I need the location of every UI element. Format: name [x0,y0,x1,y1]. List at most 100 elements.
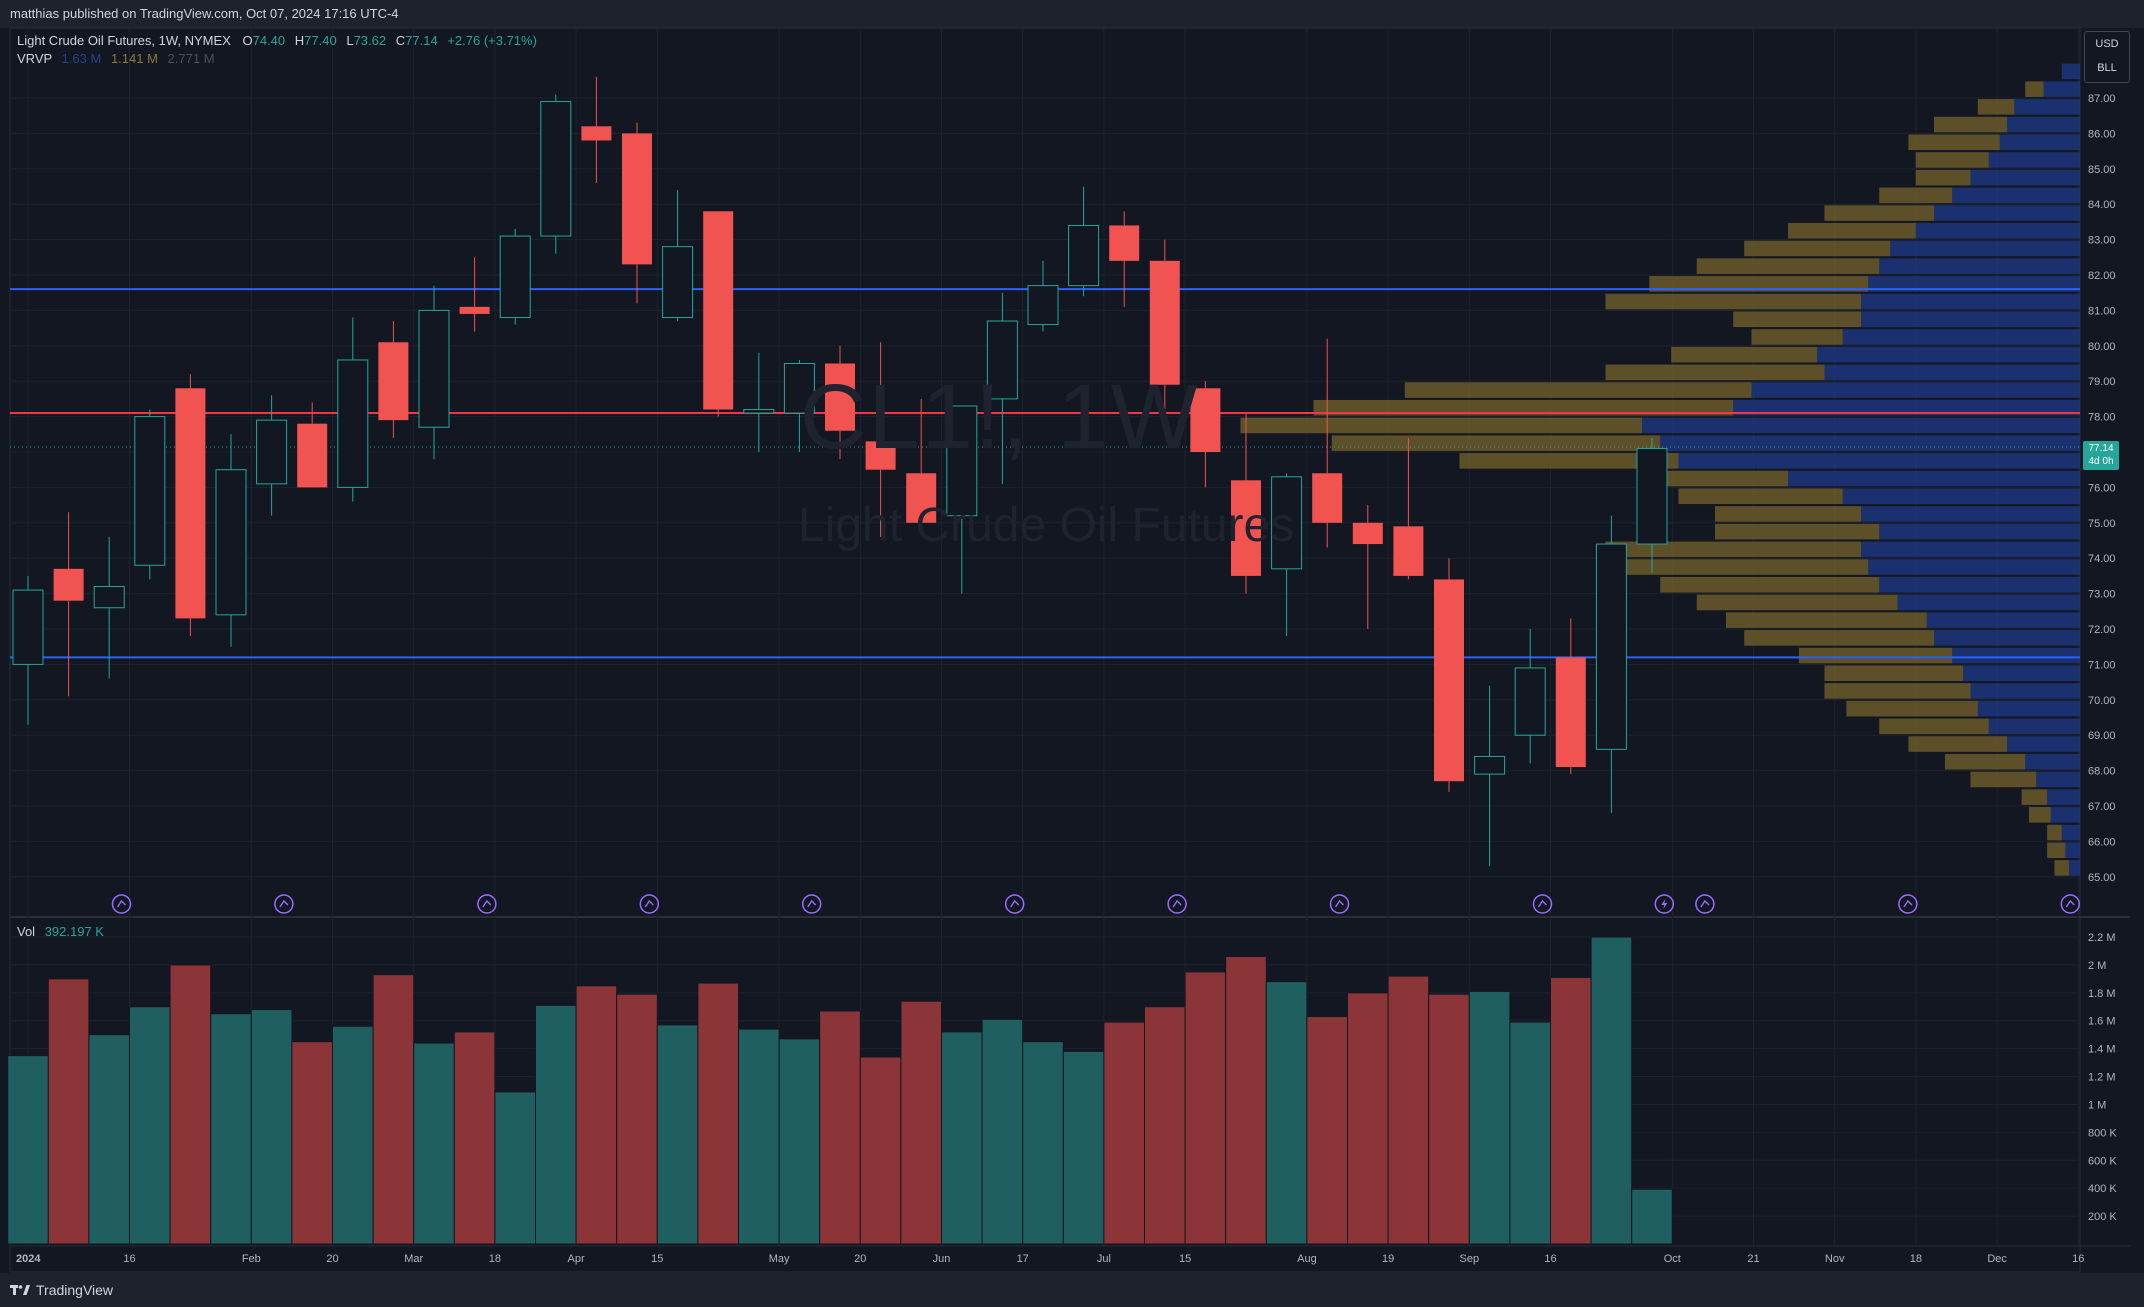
vrvp-legend[interactable]: VRVP 1.63 M 1.141 M 2.771 M [17,51,215,66]
volume-bar [169,964,212,1245]
candle-body-down [1352,522,1383,545]
time-tick-label: 2024 [16,1253,41,1265]
candle-body-down [703,211,734,410]
event-arrow [116,899,126,908]
candle [946,405,978,594]
vp-up-bar [1824,364,2080,381]
vp-down-bar [1751,329,1843,345]
event-arrow [1172,899,1182,908]
candle [825,345,855,460]
vp-down-bar [1649,276,1869,292]
candle-body-up [418,309,450,428]
volume-bar [1387,975,1430,1245]
candle-body-up [1595,543,1627,750]
symbol-legend[interactable]: Light Crude Oil Futures, 1W, NYMEX O74.4… [17,33,537,48]
high-label: H [294,33,305,48]
volume-bar [575,985,618,1245]
dividend-event-icon[interactable] [1004,894,1025,914]
close-label: C [395,33,406,48]
time-tick-label: 16 [123,1253,135,1265]
candle-body-up [337,359,369,488]
vp-down-bar [1970,771,2037,788]
price-unit-selector[interactable]: USD BLL [2084,31,2130,83]
price-tick-label: 87.00 [2088,93,2116,105]
vp-up-bar [1733,399,2080,416]
candle-body-up [946,405,978,517]
volume-bar [129,1006,171,1245]
candle-body-up [783,363,815,414]
vp-down-bar [2025,81,2044,97]
vp-up-bar [2007,116,2080,133]
time-tick-label: Jun [933,1253,951,1265]
volume-bar [778,1038,821,1245]
dividend-event-icon[interactable] [274,894,294,914]
volume-bar [738,1028,780,1245]
events-row [111,894,2081,914]
candle [1190,381,1221,488]
candle-body-down [1231,480,1261,576]
vp-down-bar [1788,222,1916,239]
vp-down-bar [1671,346,1818,363]
time-tick-label: Nov [1825,1253,1845,1265]
dividend-event-icon[interactable] [111,894,132,914]
price-tick-label: 78.00 [2088,412,2116,424]
time-tick-label: Apr [568,1253,585,1265]
vrvp-label[interactable]: VRVP [17,51,52,66]
candle-body-up [743,409,775,414]
time-tick-label: 16 [2072,1253,2084,1265]
dividend-event-icon[interactable] [1167,894,1187,914]
vp-up-bar [1817,346,2080,363]
volume-bar [1225,956,1267,1245]
footer-bar: TradingView [0,1273,2144,1307]
price-tick-label: 73.00 [2088,589,2116,601]
candle-body-down [825,363,855,431]
vp-up-bar [1879,576,2080,593]
vp-down-bar [1824,665,1964,682]
vp-down-bar [2021,789,2048,805]
candle-body-up [1271,476,1303,570]
dividend-event-icon[interactable] [2060,894,2081,914]
dividend-event-icon[interactable] [639,894,660,914]
symbol-title[interactable]: Light Crude Oil Futures, 1W, NYMEX [17,33,231,48]
event-arrow [807,899,817,908]
candle [1312,338,1343,548]
currency-label[interactable]: USD [2095,38,2119,50]
vp-up-bar [1926,612,2080,628]
dividend-event-icon[interactable] [1695,894,1715,914]
volume-legend[interactable]: Vol 392.197 K [17,924,104,939]
vp-up-bar [2050,807,2080,823]
candle-body-down [1149,260,1180,385]
price-tick-label: 66.00 [2088,836,2116,848]
dividend-event-icon[interactable] [477,894,497,914]
candle-body-up [499,235,531,318]
event-arrow [1537,899,1547,908]
candle [1109,211,1140,307]
dividend-event-icon[interactable] [1532,894,1553,914]
event-arrow [1903,899,1913,908]
dividend-event-icon[interactable] [1329,894,1350,914]
volume-tick-label: 200 K [2088,1211,2117,1223]
vp-down-bar [1459,453,1679,469]
dividend-event-icon[interactable] [1898,894,1918,914]
candle [1474,685,1506,867]
time-tick-label: Dec [1987,1253,2007,1265]
earnings-flash-icon[interactable] [1654,894,1675,914]
vp-up-bar [1861,293,2080,310]
vp-down-bar [1915,152,1989,168]
event-arrow [279,899,289,908]
vp-down-bar [1908,134,2000,151]
candle-body-up [256,419,288,485]
candle-body-up [1636,447,1668,545]
last-price-badge: 77.14 4d 0h [2083,441,2119,470]
volume-bar [1590,936,1633,1245]
candle-body-up [986,320,1018,400]
vp-down-bar [1879,718,1989,735]
dividend-event-icon[interactable] [801,894,822,914]
unit-label[interactable]: BLL [2097,62,2117,74]
watermark-name: Light Crude Oil Futures [798,499,1295,552]
volume-label[interactable]: Vol [17,924,36,939]
volume-bar [656,1024,699,1245]
time-tick-label: Aug [1297,1253,1317,1265]
event-arrow [1700,899,1710,908]
